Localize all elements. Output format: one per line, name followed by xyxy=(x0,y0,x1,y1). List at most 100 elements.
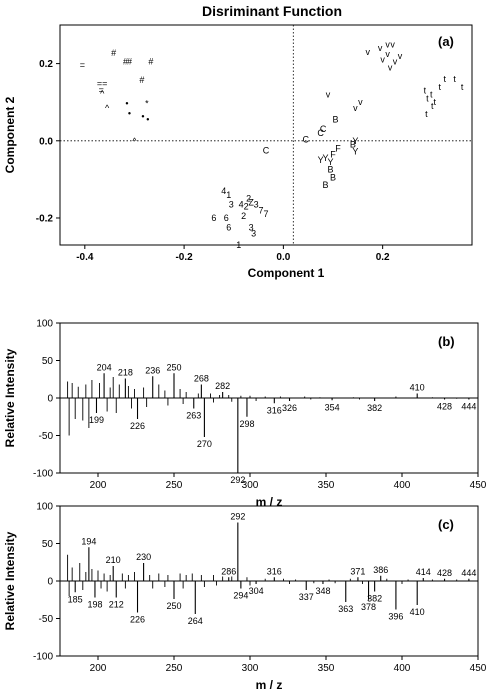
y-tick-label: 50 xyxy=(42,539,54,550)
data-point: 7 xyxy=(263,209,268,219)
peak-label: 194 xyxy=(81,536,96,546)
data-point: B xyxy=(350,140,356,150)
x-tick-label: 250 xyxy=(166,663,183,674)
panel-label: (c) xyxy=(438,517,454,532)
y-tick-label: -50 xyxy=(39,614,54,625)
peak-label: 371 xyxy=(350,566,365,576)
data-point: 7 xyxy=(259,205,264,215)
data-point: # xyxy=(127,56,132,66)
peak-label: 185 xyxy=(68,594,83,604)
peak-label: 316 xyxy=(267,566,282,576)
x-tick-label: 450 xyxy=(470,480,487,491)
x-axis-label: m / z xyxy=(256,495,283,509)
panel-c-spectrum: 200 250 300 350 400 450 100 50 0 -50 -100 m / z Rela… xyxy=(3,502,487,693)
peak-label: 282 xyxy=(215,381,230,391)
data-point: 1 xyxy=(236,240,241,250)
panel-label: (b) xyxy=(438,334,455,349)
y-tick-label: -0.2 xyxy=(36,213,54,224)
data-point: ^ xyxy=(105,103,110,113)
peak-label: 428 xyxy=(437,402,452,412)
peak-label: 382 xyxy=(367,594,382,604)
x-tick-label: 200 xyxy=(90,663,107,674)
y-tick-label: 0.0 xyxy=(39,136,53,147)
figure-title: Disriminant Function xyxy=(202,3,342,19)
data-point: 2 xyxy=(244,201,249,211)
x-tick-label: -0.4 xyxy=(76,252,94,263)
peak-label: 378 xyxy=(361,602,376,612)
peak-label: 410 xyxy=(410,607,425,617)
peak-label: 382 xyxy=(367,403,382,413)
data-point: v xyxy=(353,103,358,113)
peak-label: 286 xyxy=(221,566,236,576)
peak-label: 270 xyxy=(197,439,212,449)
data-point: 3 xyxy=(254,199,259,209)
peak-label: 250 xyxy=(166,362,181,372)
peak-label: 444 xyxy=(461,568,476,578)
data-point: t xyxy=(461,82,464,92)
data-point: 4 xyxy=(239,199,244,209)
data-point: v xyxy=(378,43,383,53)
data-point: F xyxy=(335,144,341,154)
y-tick-label: 50 xyxy=(42,356,54,367)
x-tick-label: 350 xyxy=(318,480,335,491)
peak-label: 250 xyxy=(166,601,181,611)
data-point: • xyxy=(141,111,144,121)
data-point: t xyxy=(425,109,428,119)
data-point: C xyxy=(263,145,270,155)
x-tick-label: 300 xyxy=(242,663,259,674)
data-point: t xyxy=(443,74,446,84)
x-tick-label: -0.2 xyxy=(175,252,193,263)
peak-label: 230 xyxy=(136,552,151,562)
data-point: t xyxy=(424,86,427,96)
data-point: Y xyxy=(352,136,358,146)
data-point: Y xyxy=(352,147,358,157)
data-point: B xyxy=(330,172,336,182)
data-point: t xyxy=(431,101,434,111)
data-point: == xyxy=(97,79,108,89)
data-point: v xyxy=(398,51,403,61)
data-point: • xyxy=(125,99,128,109)
peak-label: 212 xyxy=(109,600,124,610)
data-point: # xyxy=(123,56,128,66)
data-point: 2 xyxy=(241,211,246,221)
data-point: Z xyxy=(248,198,254,208)
data-point: v xyxy=(385,49,390,59)
peak-label: 326 xyxy=(282,403,297,413)
data-point: v xyxy=(388,62,393,72)
x-tick-label: 400 xyxy=(394,480,411,491)
y-tick-label: 0 xyxy=(47,577,53,588)
data-point: t xyxy=(430,89,433,99)
data-point: t xyxy=(438,82,441,92)
x-tick-label: 400 xyxy=(394,663,411,674)
data-point: v xyxy=(390,39,395,49)
peak-label: 316 xyxy=(267,405,282,415)
y-tick-label: 100 xyxy=(36,502,53,513)
peak-label: 410 xyxy=(410,383,425,393)
data-point: 3 xyxy=(249,223,254,233)
peak-label: 226 xyxy=(130,615,145,625)
peak-label: 204 xyxy=(97,362,112,372)
data-point: C xyxy=(302,135,309,145)
data-point: v xyxy=(366,47,371,57)
data-point: # xyxy=(139,75,144,85)
y-tick-label: 100 xyxy=(36,319,53,330)
x-tick-label: 300 xyxy=(242,480,259,491)
data-point: Y xyxy=(323,153,329,163)
x-tick-label: 350 xyxy=(318,663,335,674)
data-point: 3 xyxy=(229,199,234,209)
data-point: = xyxy=(80,60,85,70)
y-tick-label: 0.2 xyxy=(39,59,53,70)
plot-frame xyxy=(59,24,473,246)
data-point: v xyxy=(380,55,385,65)
peak-label: 199 xyxy=(89,415,104,425)
peak-label: 348 xyxy=(315,586,330,596)
data-point: Y xyxy=(328,157,334,167)
peak-label: 263 xyxy=(186,411,201,421)
data-point: v xyxy=(393,57,398,67)
y-tick-label: -100 xyxy=(33,652,53,663)
data-point: 4 xyxy=(221,186,226,196)
data-point: • xyxy=(128,108,131,118)
x-axis-label: m / z xyxy=(256,678,283,692)
peak-label: 264 xyxy=(188,616,203,626)
panel-label: (a) xyxy=(438,34,454,49)
